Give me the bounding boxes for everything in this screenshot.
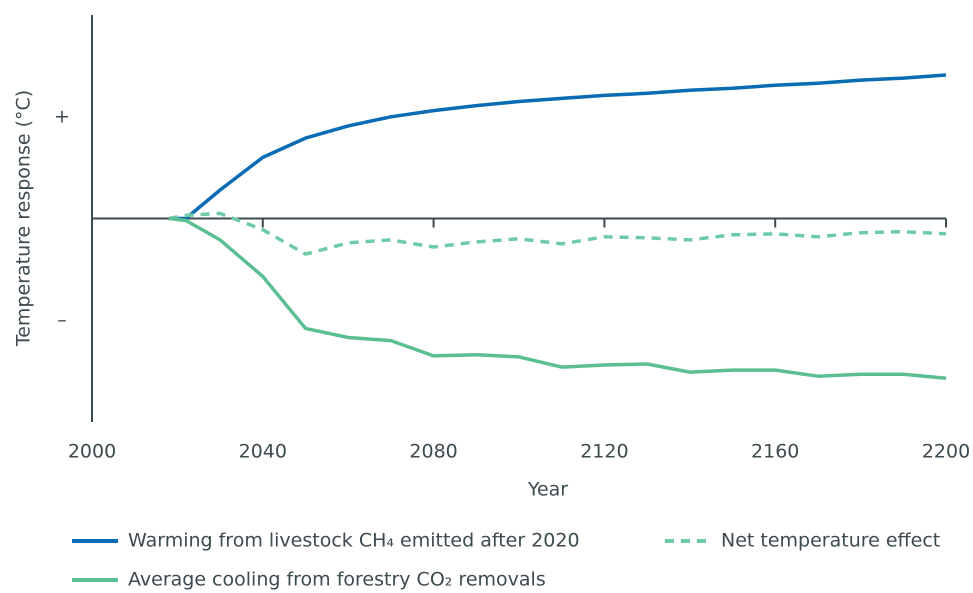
series-line [168, 73, 947, 221]
y-axis-label: Temperature response (°C) [13, 90, 35, 347]
x-tick-label: 2040 [239, 441, 287, 463]
x-tick-label: 2160 [751, 441, 799, 463]
x-tick-label: 2080 [409, 441, 457, 463]
y-tick-label: + [54, 105, 70, 127]
legend-label: Net temperature effect [721, 530, 940, 552]
legend-label: Warming from livestock CH₄ emitted after… [128, 530, 580, 552]
y-tick-label: – [57, 309, 67, 331]
x-tick-label: 2120 [580, 441, 628, 463]
x-axis-label: Year [527, 479, 568, 501]
x-tick-label: 2200 [922, 441, 970, 463]
series-line [168, 216, 947, 380]
legend-label: Average cooling from forestry CO₂ remova… [128, 569, 546, 591]
series-line [168, 211, 947, 256]
x-tick-label: 2000 [68, 441, 116, 463]
